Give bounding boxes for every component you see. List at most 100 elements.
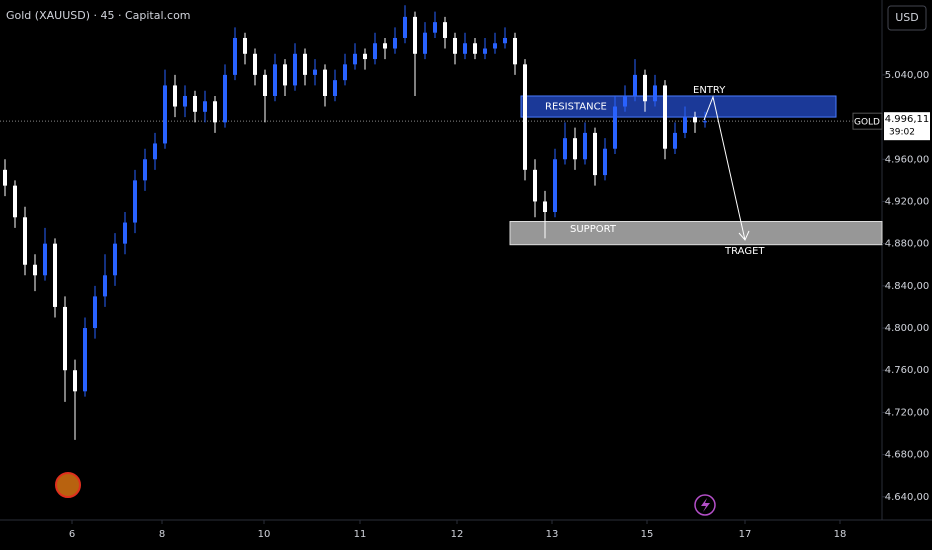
zone — [509, 221, 883, 246]
candle-body — [683, 117, 687, 133]
candle-body — [513, 37, 517, 65]
x-tick-label: 6 — [69, 529, 75, 540]
candle-body — [443, 22, 447, 38]
candle-body — [473, 43, 477, 54]
chart-title: Gold (XAUUSD) · 45 · Capital.com — [6, 9, 191, 22]
arrow-head — [738, 230, 750, 241]
candle-body — [273, 64, 277, 96]
candle-body — [193, 95, 197, 112]
candle-body — [263, 74, 267, 96]
currency-button[interactable] — [887, 5, 927, 31]
candle-body — [43, 243, 47, 276]
annotation: ENTRY — [693, 85, 726, 96]
candle-body — [343, 64, 347, 81]
candle-body — [483, 48, 487, 54]
y-tick-label: 4.760,00 — [885, 365, 930, 376]
candle-body — [93, 296, 97, 329]
candle-body — [303, 53, 307, 75]
candle-body — [83, 328, 87, 392]
candle-body — [703, 121, 707, 123]
candle-body — [423, 32, 427, 54]
price-tag — [884, 112, 930, 141]
currency[interactable]: USD — [895, 11, 919, 24]
candle-body — [553, 159, 557, 213]
candle-body — [363, 53, 367, 60]
candle-body — [243, 37, 247, 54]
candle-body — [543, 201, 547, 213]
candle-body — [33, 264, 37, 276]
candle-body — [593, 132, 597, 176]
candle-body — [213, 101, 217, 123]
candle-body — [603, 148, 607, 176]
x-tick-label: 15 — [641, 529, 654, 540]
candle-body — [383, 43, 387, 49]
low-marker — [55, 472, 81, 498]
x-tick-label: 11 — [354, 529, 367, 540]
candle-body — [53, 243, 57, 307]
candle-body — [693, 117, 697, 123]
candle-body — [673, 132, 677, 149]
symbol-tag — [852, 112, 883, 130]
candle-body — [453, 37, 457, 54]
candle-body — [373, 43, 377, 60]
candle-body — [13, 185, 17, 218]
y-tick-label: 4.720,00 — [885, 407, 930, 418]
candle-body — [63, 306, 67, 371]
candle-body — [573, 138, 577, 160]
candle-body — [23, 217, 27, 265]
candle-body — [283, 64, 287, 86]
y-tick-label: 4.800,00 — [885, 323, 930, 334]
candle-body — [73, 370, 77, 392]
candle-body — [293, 53, 297, 86]
candle-body — [203, 101, 207, 112]
candle-body — [433, 22, 437, 33]
candle-body — [113, 243, 117, 276]
y-tick-label: 4.960,00 — [885, 154, 930, 165]
candle-body — [133, 180, 137, 223]
candle-body — [533, 169, 537, 202]
x-tick-label: 18 — [834, 529, 847, 540]
candle-body — [493, 43, 497, 49]
candle-body — [663, 85, 667, 149]
candle-body — [393, 37, 397, 49]
candle-body — [123, 222, 127, 244]
x-tick-label: 17 — [739, 529, 752, 540]
candle-body — [3, 169, 7, 186]
annotation: TRAGET — [724, 246, 765, 257]
candle-body — [643, 74, 647, 102]
candle-body — [153, 143, 157, 160]
candle-body — [633, 74, 637, 96]
candle-body — [353, 53, 357, 65]
candle-body — [333, 80, 337, 96]
zone-label: RESISTANCE — [545, 102, 607, 113]
candle-body — [563, 138, 567, 160]
y-tick-label: 4.840,00 — [885, 281, 930, 292]
zone-label: SUPPORT — [570, 224, 617, 235]
x-tick-label: 12 — [451, 529, 464, 540]
candle-body — [103, 275, 107, 297]
y-tick-label: 4.880,00 — [885, 239, 930, 250]
candle-body — [653, 85, 657, 102]
candle-body — [223, 74, 227, 123]
candle-body — [403, 16, 407, 38]
event-icon-bolt — [701, 498, 710, 512]
candle-body — [623, 95, 627, 107]
candle-body — [463, 43, 467, 54]
x-tick-label: 8 — [159, 529, 165, 540]
event-icon[interactable] — [694, 494, 716, 516]
y-tick-label: 4.920,00 — [885, 196, 930, 207]
candle-body — [253, 53, 257, 75]
x-tick-label: 10 — [258, 529, 271, 540]
candle-body — [183, 95, 187, 107]
symbol-tag-label: GOLD — [854, 118, 880, 128]
candle-body — [143, 159, 147, 181]
candle-body — [583, 132, 587, 160]
y-tick-label: 4.640,00 — [885, 492, 930, 503]
candle-body — [313, 69, 317, 75]
candle-body — [413, 16, 417, 54]
arrow — [703, 95, 746, 241]
candle-body — [523, 64, 527, 170]
